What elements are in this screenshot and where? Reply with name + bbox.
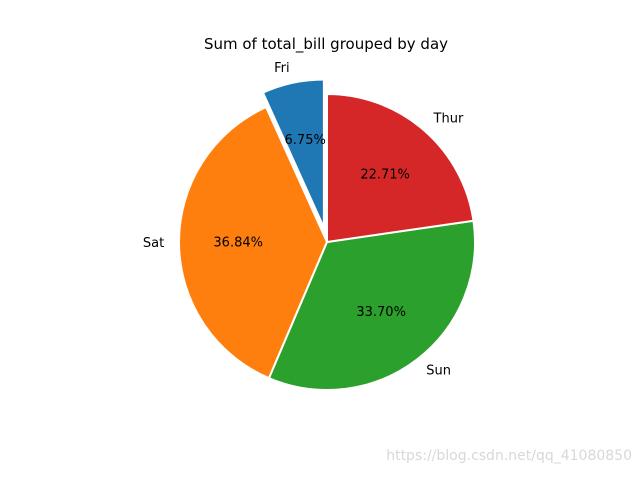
slice-percent-fri: 6.75% — [285, 133, 326, 148]
slice-label-sat: Sat — [143, 236, 164, 251]
slice-label-sun: Sun — [426, 364, 451, 379]
slice-label-fri: Fri — [274, 61, 290, 76]
pie-slice-fri — [261, 78, 325, 229]
pie-slice-thur — [326, 93, 475, 243]
pie-slice-sat — [178, 106, 328, 380]
pie-slices — [178, 78, 476, 391]
slice-percent-thur: 22.71% — [360, 167, 410, 182]
watermark: https://blog.csdn.net/qq_41080850 — [386, 448, 632, 464]
chart-title: Sum of total_bill grouped by day — [204, 35, 448, 54]
slice-percent-sun: 33.70% — [356, 305, 406, 320]
pie-labels: Fri 6.75% Sat 36.84% Sun 33.70% Thur 22.71% — [143, 61, 464, 379]
slice-percent-sat: 36.84% — [213, 235, 263, 250]
pie-slice-sun — [267, 219, 476, 391]
slice-label-thur: Thur — [433, 111, 464, 126]
